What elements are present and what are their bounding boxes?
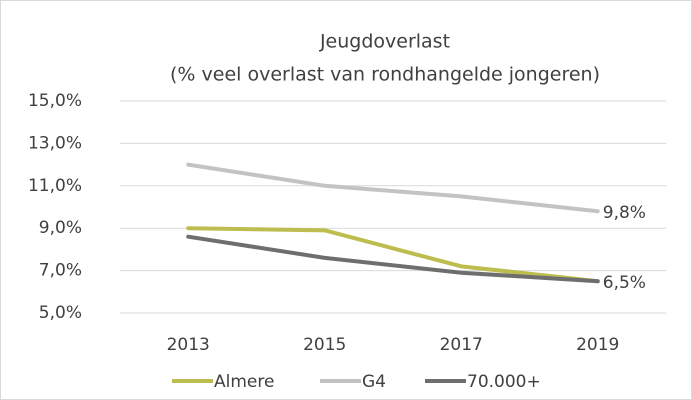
- legend-label: Almere: [214, 372, 274, 392]
- x-tick-label: 2019: [576, 335, 619, 355]
- data-label: 9,8%: [603, 203, 646, 223]
- series-line: [186, 226, 600, 284]
- y-tick-label: 13,0%: [28, 133, 82, 153]
- y-tick-label: 11,0%: [28, 176, 82, 196]
- x-tick-label: 2017: [440, 335, 483, 355]
- y-tick-label: 5,0%: [39, 303, 82, 323]
- legend-label: G4: [362, 372, 386, 392]
- x-tick-label: 2013: [167, 335, 210, 355]
- series-line: [186, 234, 600, 284]
- chart-subtitle: (% veel overlast van rondhangelde jonger…: [170, 64, 600, 86]
- y-tick-label: 9,0%: [39, 218, 82, 238]
- chart-title: Jeugdoverlast: [319, 31, 450, 53]
- x-tick-label: 2015: [303, 335, 346, 355]
- series-line: [186, 162, 600, 214]
- data-label: 6,5%: [603, 273, 646, 293]
- y-tick-label: 15,0%: [28, 91, 82, 111]
- y-tick-label: 7,0%: [39, 261, 82, 281]
- legend-label: 70.000+: [467, 372, 541, 392]
